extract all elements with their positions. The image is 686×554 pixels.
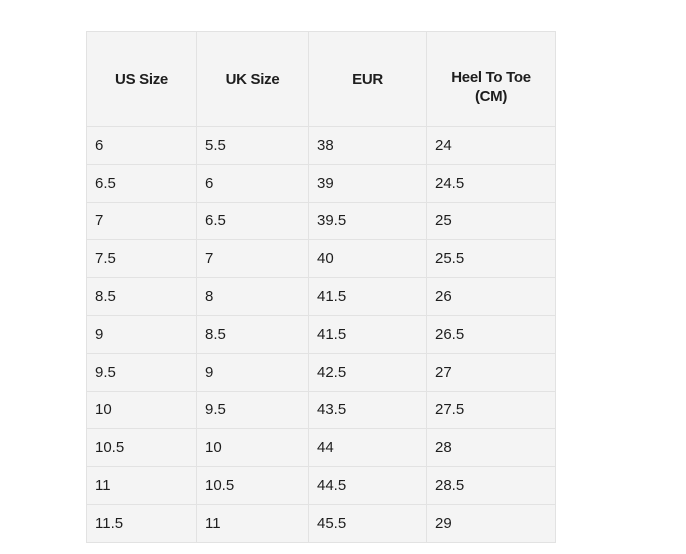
cell-eur: 43.5 xyxy=(308,390,427,430)
cell-us-size: 11 xyxy=(86,466,197,505)
cell-heel-to-toe: 25 xyxy=(426,201,556,241)
header-heel-to-toe: Heel To Toe (CM) xyxy=(426,31,556,127)
cell-us-size: 10.5 xyxy=(86,428,197,468)
cell-eur: 41.5 xyxy=(308,314,427,354)
cell-uk-size: 8 xyxy=(196,277,309,316)
table-row: 6 5.5 38 24 xyxy=(86,126,556,165)
cell-us-size: 9.5 xyxy=(86,352,197,392)
table-row: 9 8.5 41.5 26.5 xyxy=(86,314,556,354)
cell-eur: 42.5 xyxy=(308,352,427,392)
cell-eur: 45.5 xyxy=(308,503,427,543)
cell-uk-size: 5.5 xyxy=(196,126,309,165)
cell-heel-to-toe: 27.5 xyxy=(426,390,556,430)
cell-uk-size: 10 xyxy=(196,428,309,468)
table-row: 7 6.5 39.5 25 xyxy=(86,201,556,241)
table-row: 8.5 8 41.5 26 xyxy=(86,277,556,316)
cell-heel-to-toe: 28 xyxy=(426,428,556,468)
header-uk-size: UK Size xyxy=(196,31,309,127)
header-eur: EUR xyxy=(308,31,427,127)
cell-eur: 39 xyxy=(308,163,427,203)
cell-us-size: 7 xyxy=(86,201,197,241)
cell-us-size: 7.5 xyxy=(86,239,197,279)
header-row: US Size UK Size EUR Heel To Toe (CM) xyxy=(86,31,556,127)
cell-heel-to-toe: 26 xyxy=(426,277,556,316)
table-row: 11.5 11 45.5 29 xyxy=(86,503,556,543)
cell-eur: 38 xyxy=(308,126,427,165)
cell-heel-to-toe: 26.5 xyxy=(426,314,556,354)
cell-uk-size: 8.5 xyxy=(196,314,309,354)
cell-heel-to-toe: 27 xyxy=(426,352,556,392)
cell-heel-to-toe: 29 xyxy=(426,503,556,543)
cell-us-size: 9 xyxy=(86,314,197,354)
cell-uk-size: 6 xyxy=(196,163,309,203)
cell-heel-to-toe: 28.5 xyxy=(426,466,556,505)
table-row: 10.5 10 44 28 xyxy=(86,428,556,468)
cell-us-size: 10 xyxy=(86,390,197,430)
table-row: 6.5 6 39 24.5 xyxy=(86,163,556,203)
table-row: 10 9.5 43.5 27.5 xyxy=(86,390,556,430)
table-row: 7.5 7 40 25.5 xyxy=(86,239,556,279)
cell-us-size: 8.5 xyxy=(86,277,197,316)
cell-heel-to-toe: 25.5 xyxy=(426,239,556,279)
table-row: 11 10.5 44.5 28.5 xyxy=(86,466,556,505)
cell-uk-size: 10.5 xyxy=(196,466,309,505)
cell-us-size: 11.5 xyxy=(86,503,197,543)
cell-eur: 39.5 xyxy=(308,201,427,241)
cell-uk-size: 9 xyxy=(196,352,309,392)
cell-eur: 44 xyxy=(308,428,427,468)
cell-eur: 40 xyxy=(308,239,427,279)
cell-eur: 44.5 xyxy=(308,466,427,505)
header-us-size: US Size xyxy=(86,31,197,127)
cell-eur: 41.5 xyxy=(308,277,427,316)
cell-heel-to-toe: 24 xyxy=(426,126,556,165)
cell-uk-size: 7 xyxy=(196,239,309,279)
table-row: 9.5 9 42.5 27 xyxy=(86,352,556,392)
cell-us-size: 6 xyxy=(86,126,197,165)
cell-uk-size: 9.5 xyxy=(196,390,309,430)
cell-heel-to-toe: 24.5 xyxy=(426,163,556,203)
size-chart-table: US Size UK Size EUR Heel To Toe (CM) 6 5.… xyxy=(86,31,556,543)
cell-us-size: 6.5 xyxy=(86,163,197,203)
cell-uk-size: 6.5 xyxy=(196,201,309,241)
cell-uk-size: 11 xyxy=(196,503,309,543)
